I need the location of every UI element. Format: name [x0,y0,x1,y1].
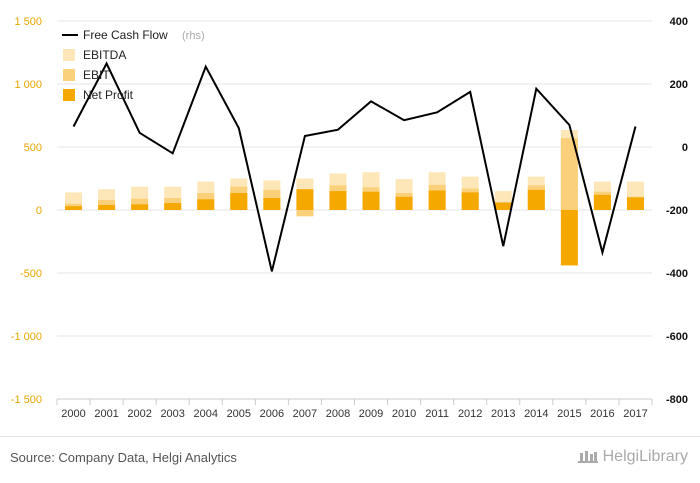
bar-net-profit [362,191,380,210]
left-tick-label: -1 000 [11,331,42,343]
bars [65,129,644,266]
left-tick-label: 0 [36,205,42,217]
right-tick-label: 200 [670,79,688,91]
bar-net-profit [131,204,149,210]
x-tick-label: 2001 [94,408,118,420]
library-icon [577,451,598,463]
fcf-line-layer [72,61,637,272]
right-tick-label: -200 [666,205,688,217]
free-cash-flow-line [72,61,637,272]
x-tick-label: 2002 [127,408,151,420]
bar-net-profit [263,198,281,210]
x-tick-label: 2017 [623,408,647,420]
left-tick-label: 500 [24,142,42,154]
bar-net-profit [296,189,314,210]
bar-net-profit [527,189,545,210]
bar-net-profit [230,192,248,210]
bar-net-profit [428,190,446,210]
x-tick-label: 2016 [590,408,614,420]
x-axis: 2000 2001 2002 2003 2004 2005 2006 2007 2008 2009… [56,398,653,420]
bar-net-profit [65,206,83,210]
x-tick-label: 2004 [194,408,218,420]
bar-net-profit [395,196,413,210]
x-tick-label: 2007 [293,408,317,420]
bar-ebit [296,210,314,217]
legend-swatch-net-profit [63,89,75,101]
left-tick-label: -1 500 [11,394,42,406]
x-tick-label: 2014 [524,408,548,420]
x-tick-label: 2015 [557,408,581,420]
x-tick-label: 2005 [227,408,251,420]
bar-net-profit [197,199,215,210]
x-tick-label: 2010 [392,408,416,420]
legend: Free Cash Flow (rhs) EBITDA EBIT Net Pro… [62,28,205,102]
x-tick-label: 2003 [160,408,184,420]
brand-name: HelgiLibrary [602,448,688,465]
bar-net-profit [164,203,182,210]
bar-net-profit [461,192,479,210]
right-tick-label: 0 [682,142,688,154]
x-tick-label: 2000 [61,408,85,420]
x-tick-label: 2013 [491,408,515,420]
left-tick-label: 1 500 [14,16,42,28]
left-tick-label: 1 000 [14,79,42,91]
bar-net-profit [626,197,644,210]
bar-ebit [560,138,578,210]
x-tick-label: 2012 [458,408,482,420]
legend-label-ebitda: EBITDA [83,48,126,62]
source-note: Source: Company Data, Helgi Analytics [10,450,237,465]
right-tick-label: -600 [666,331,688,343]
legend-suffix-rhs: (rhs) [182,30,205,42]
bar-net-profit [98,204,116,210]
x-tick-label: 2008 [326,408,350,420]
bar-net-profit [560,210,578,266]
x-tick-label: 2009 [359,408,383,420]
right-axis: 400 200 0 -200 -400 -600 -800 [666,16,688,406]
x-tick-label: 2006 [260,408,284,420]
legend-swatch-ebit [63,69,75,81]
left-tick-label: -500 [20,268,42,280]
bar-net-profit [593,194,611,210]
legend-label-net-profit: Net Profit [83,88,134,102]
bar-net-profit [329,191,347,210]
bar-ebit [98,199,116,210]
left-axis: 1 500 1 000 500 0 -500 -1 000 -1 500 [11,16,42,406]
footer-divider [0,436,700,437]
legend-label-ebit: EBIT [83,68,110,82]
brand-logo: HelgiLibrary [577,448,688,466]
legend-label-free-cash-flow: Free Cash Flow [83,28,168,42]
legend-swatch-ebitda [63,49,75,61]
right-tick-label: -400 [666,268,688,280]
bar-net-profit [494,202,512,210]
right-tick-label: 400 [670,16,688,28]
x-tick-label: 2011 [425,408,449,420]
right-tick-label: -800 [666,394,688,406]
